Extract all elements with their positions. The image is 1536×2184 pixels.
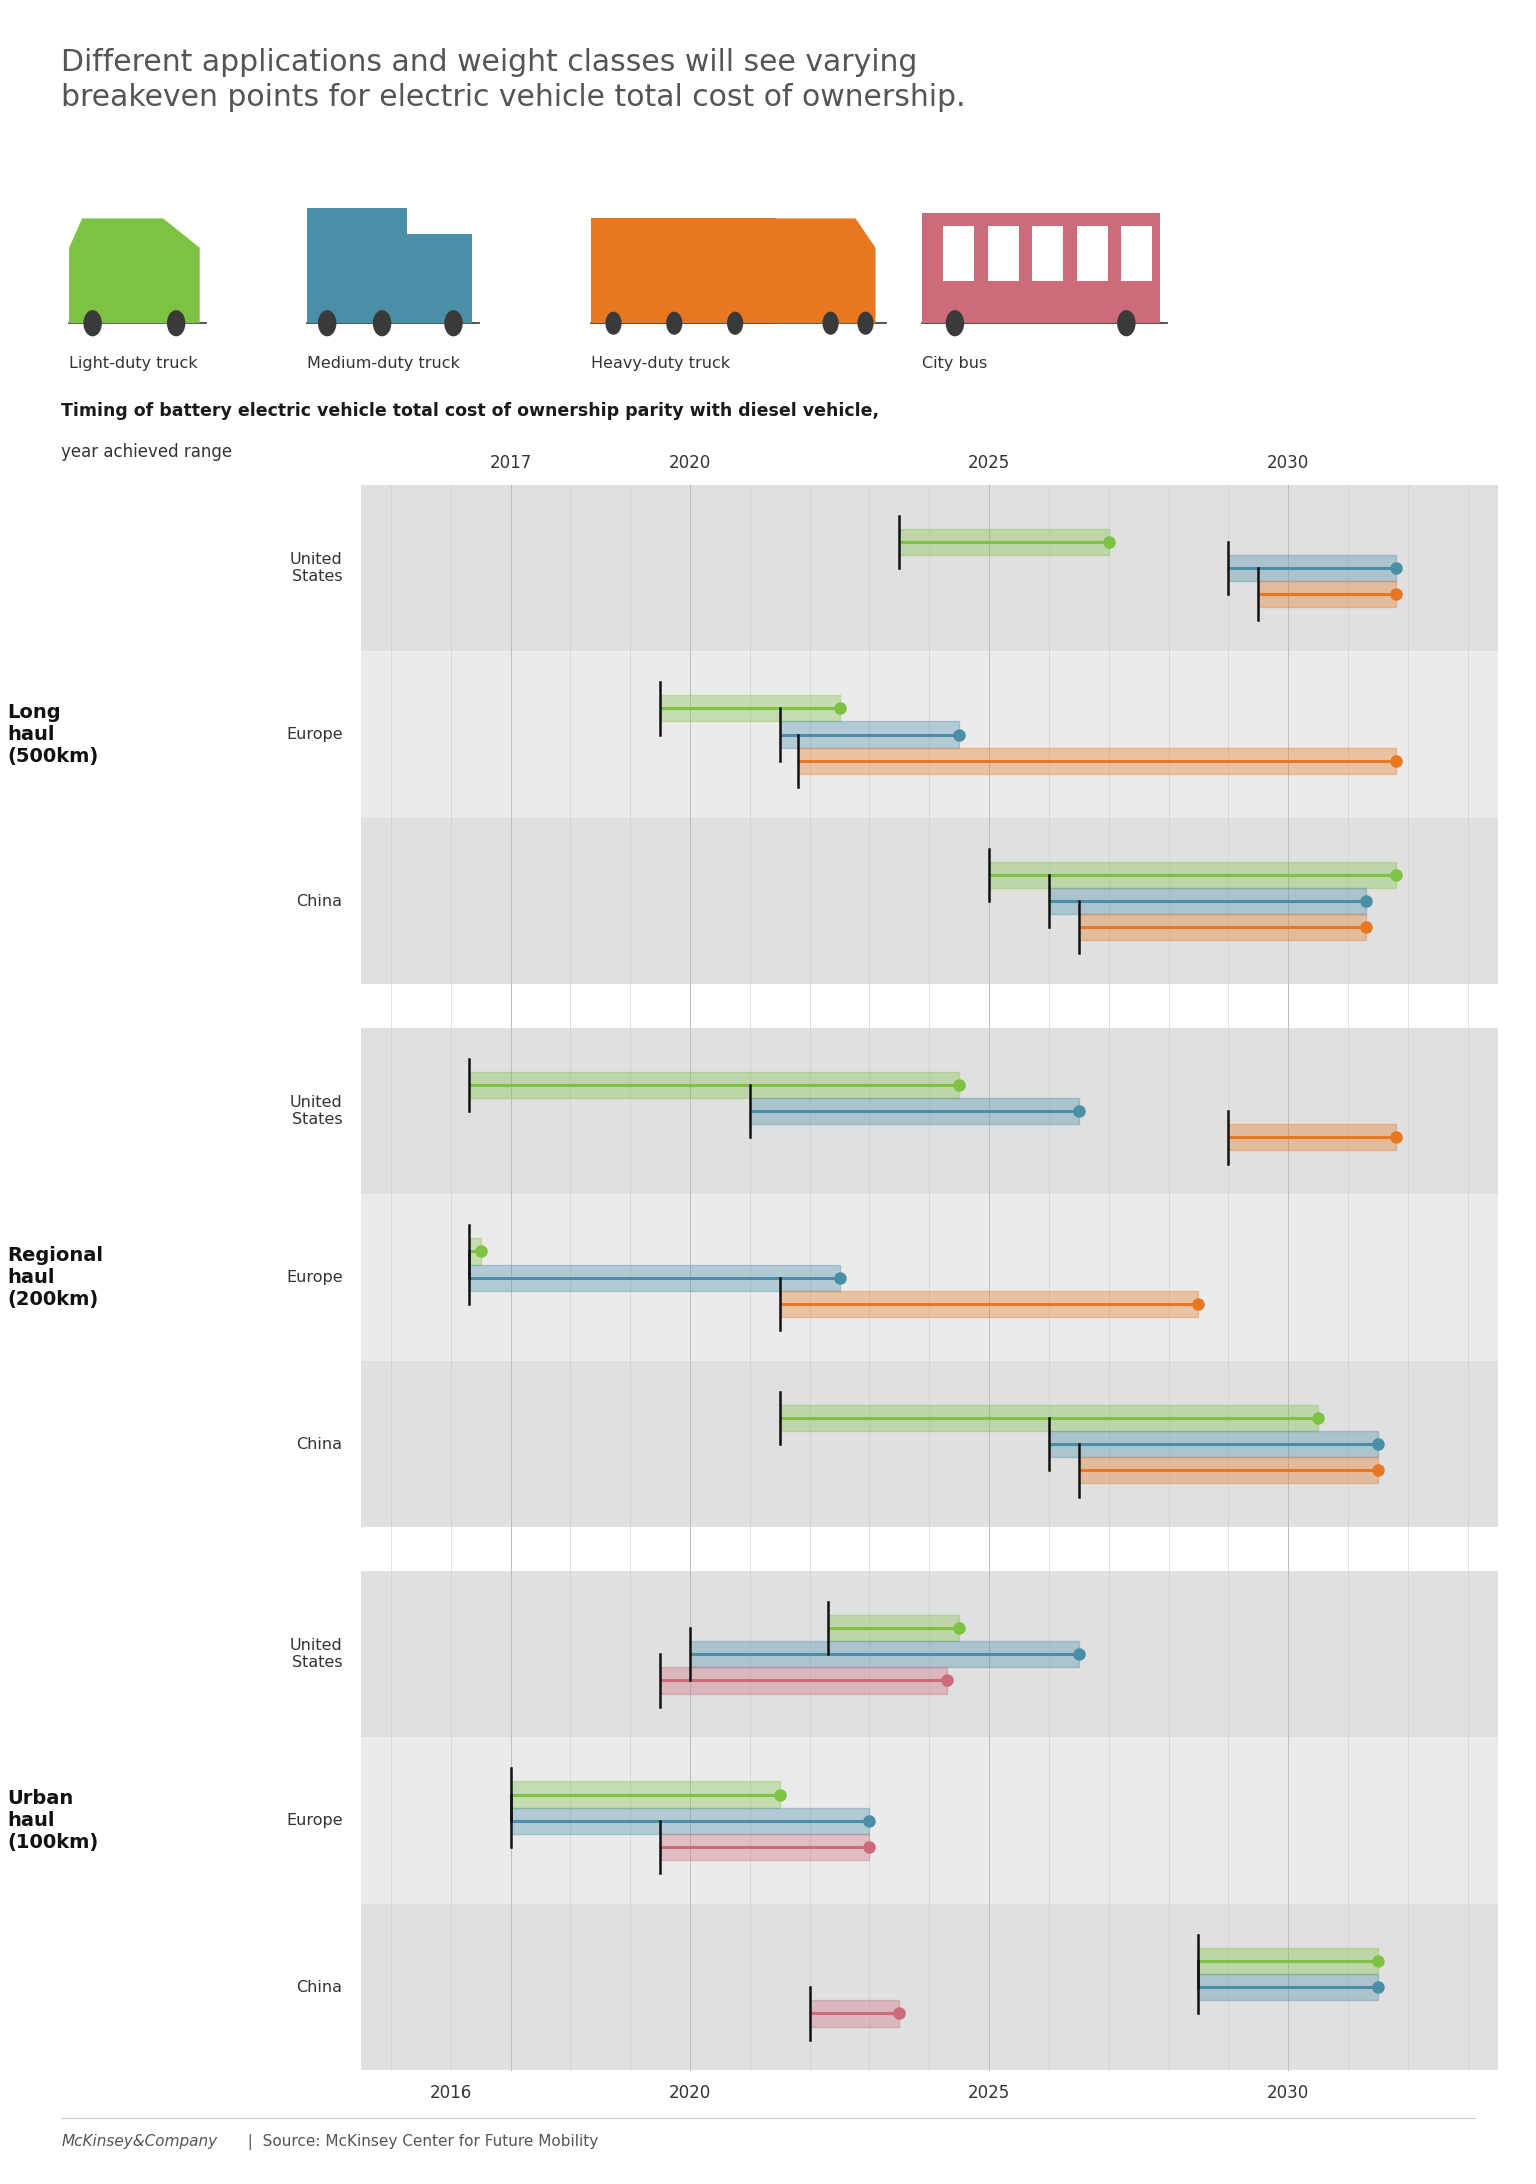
Text: Heavy-duty truck: Heavy-duty truck	[591, 356, 731, 371]
Polygon shape	[922, 214, 1160, 323]
Polygon shape	[1121, 227, 1152, 282]
FancyBboxPatch shape	[361, 1570, 1498, 1738]
Polygon shape	[776, 218, 876, 323]
Circle shape	[667, 312, 682, 334]
FancyBboxPatch shape	[361, 651, 1498, 817]
Text: |  Source: McKinsey Center for Future Mobility: | Source: McKinsey Center for Future Mob…	[238, 2134, 599, 2149]
Polygon shape	[1032, 227, 1063, 282]
Circle shape	[605, 312, 622, 334]
Text: Europe: Europe	[286, 1271, 343, 1284]
Circle shape	[444, 310, 462, 336]
FancyBboxPatch shape	[361, 485, 1498, 651]
Circle shape	[822, 312, 839, 334]
Circle shape	[83, 310, 101, 336]
Text: 2020: 2020	[668, 454, 711, 472]
Text: China: China	[296, 1437, 343, 1452]
Text: China: China	[296, 893, 343, 909]
Text: year achieved range: year achieved range	[61, 443, 232, 461]
Circle shape	[318, 310, 336, 336]
Text: Urban
haul
(100km): Urban haul (100km)	[8, 1789, 98, 1852]
Polygon shape	[1077, 227, 1107, 282]
FancyBboxPatch shape	[361, 1029, 1498, 1195]
Text: United
States: United States	[290, 1094, 343, 1127]
Text: Different applications and weight classes will see varying
breakeven points for : Different applications and weight classe…	[61, 48, 966, 111]
Text: United
States: United States	[290, 553, 343, 585]
Text: Medium-duty truck: Medium-duty truck	[307, 356, 461, 371]
Text: Timing of battery electric vehicle total cost of ownership parity with diesel ve: Timing of battery electric vehicle total…	[61, 402, 880, 419]
Circle shape	[1117, 310, 1135, 336]
Circle shape	[373, 310, 392, 336]
Circle shape	[167, 310, 186, 336]
Text: Light-duty truck: Light-duty truck	[69, 356, 198, 371]
Text: McKinsey&Company: McKinsey&Company	[61, 2134, 218, 2149]
Text: United
States: United States	[290, 1638, 343, 1671]
FancyBboxPatch shape	[361, 1361, 1498, 1527]
Polygon shape	[307, 207, 407, 323]
Text: Europe: Europe	[286, 1813, 343, 1828]
Text: Europe: Europe	[286, 727, 343, 743]
Circle shape	[727, 312, 743, 334]
FancyBboxPatch shape	[361, 817, 1498, 985]
Polygon shape	[407, 234, 472, 323]
Text: 2025: 2025	[968, 2084, 1011, 2101]
Text: 2020: 2020	[668, 2084, 711, 2101]
Circle shape	[857, 312, 874, 334]
Polygon shape	[591, 218, 776, 323]
Circle shape	[946, 310, 965, 336]
Text: 2017: 2017	[490, 454, 531, 472]
Text: 2030: 2030	[1267, 2084, 1309, 2101]
Text: 2025: 2025	[968, 454, 1011, 472]
Polygon shape	[69, 218, 200, 323]
Text: 2030: 2030	[1267, 454, 1309, 472]
Polygon shape	[988, 227, 1018, 282]
Text: 2016: 2016	[430, 2084, 472, 2101]
FancyBboxPatch shape	[361, 1904, 1498, 2070]
Text: City bus: City bus	[922, 356, 986, 371]
Text: China: China	[296, 1979, 343, 1994]
Text: Long
haul
(500km): Long haul (500km)	[8, 703, 98, 767]
FancyBboxPatch shape	[361, 1738, 1498, 1904]
Text: Regional
haul
(200km): Regional haul (200km)	[8, 1247, 104, 1308]
Polygon shape	[943, 227, 974, 282]
FancyBboxPatch shape	[361, 1195, 1498, 1361]
